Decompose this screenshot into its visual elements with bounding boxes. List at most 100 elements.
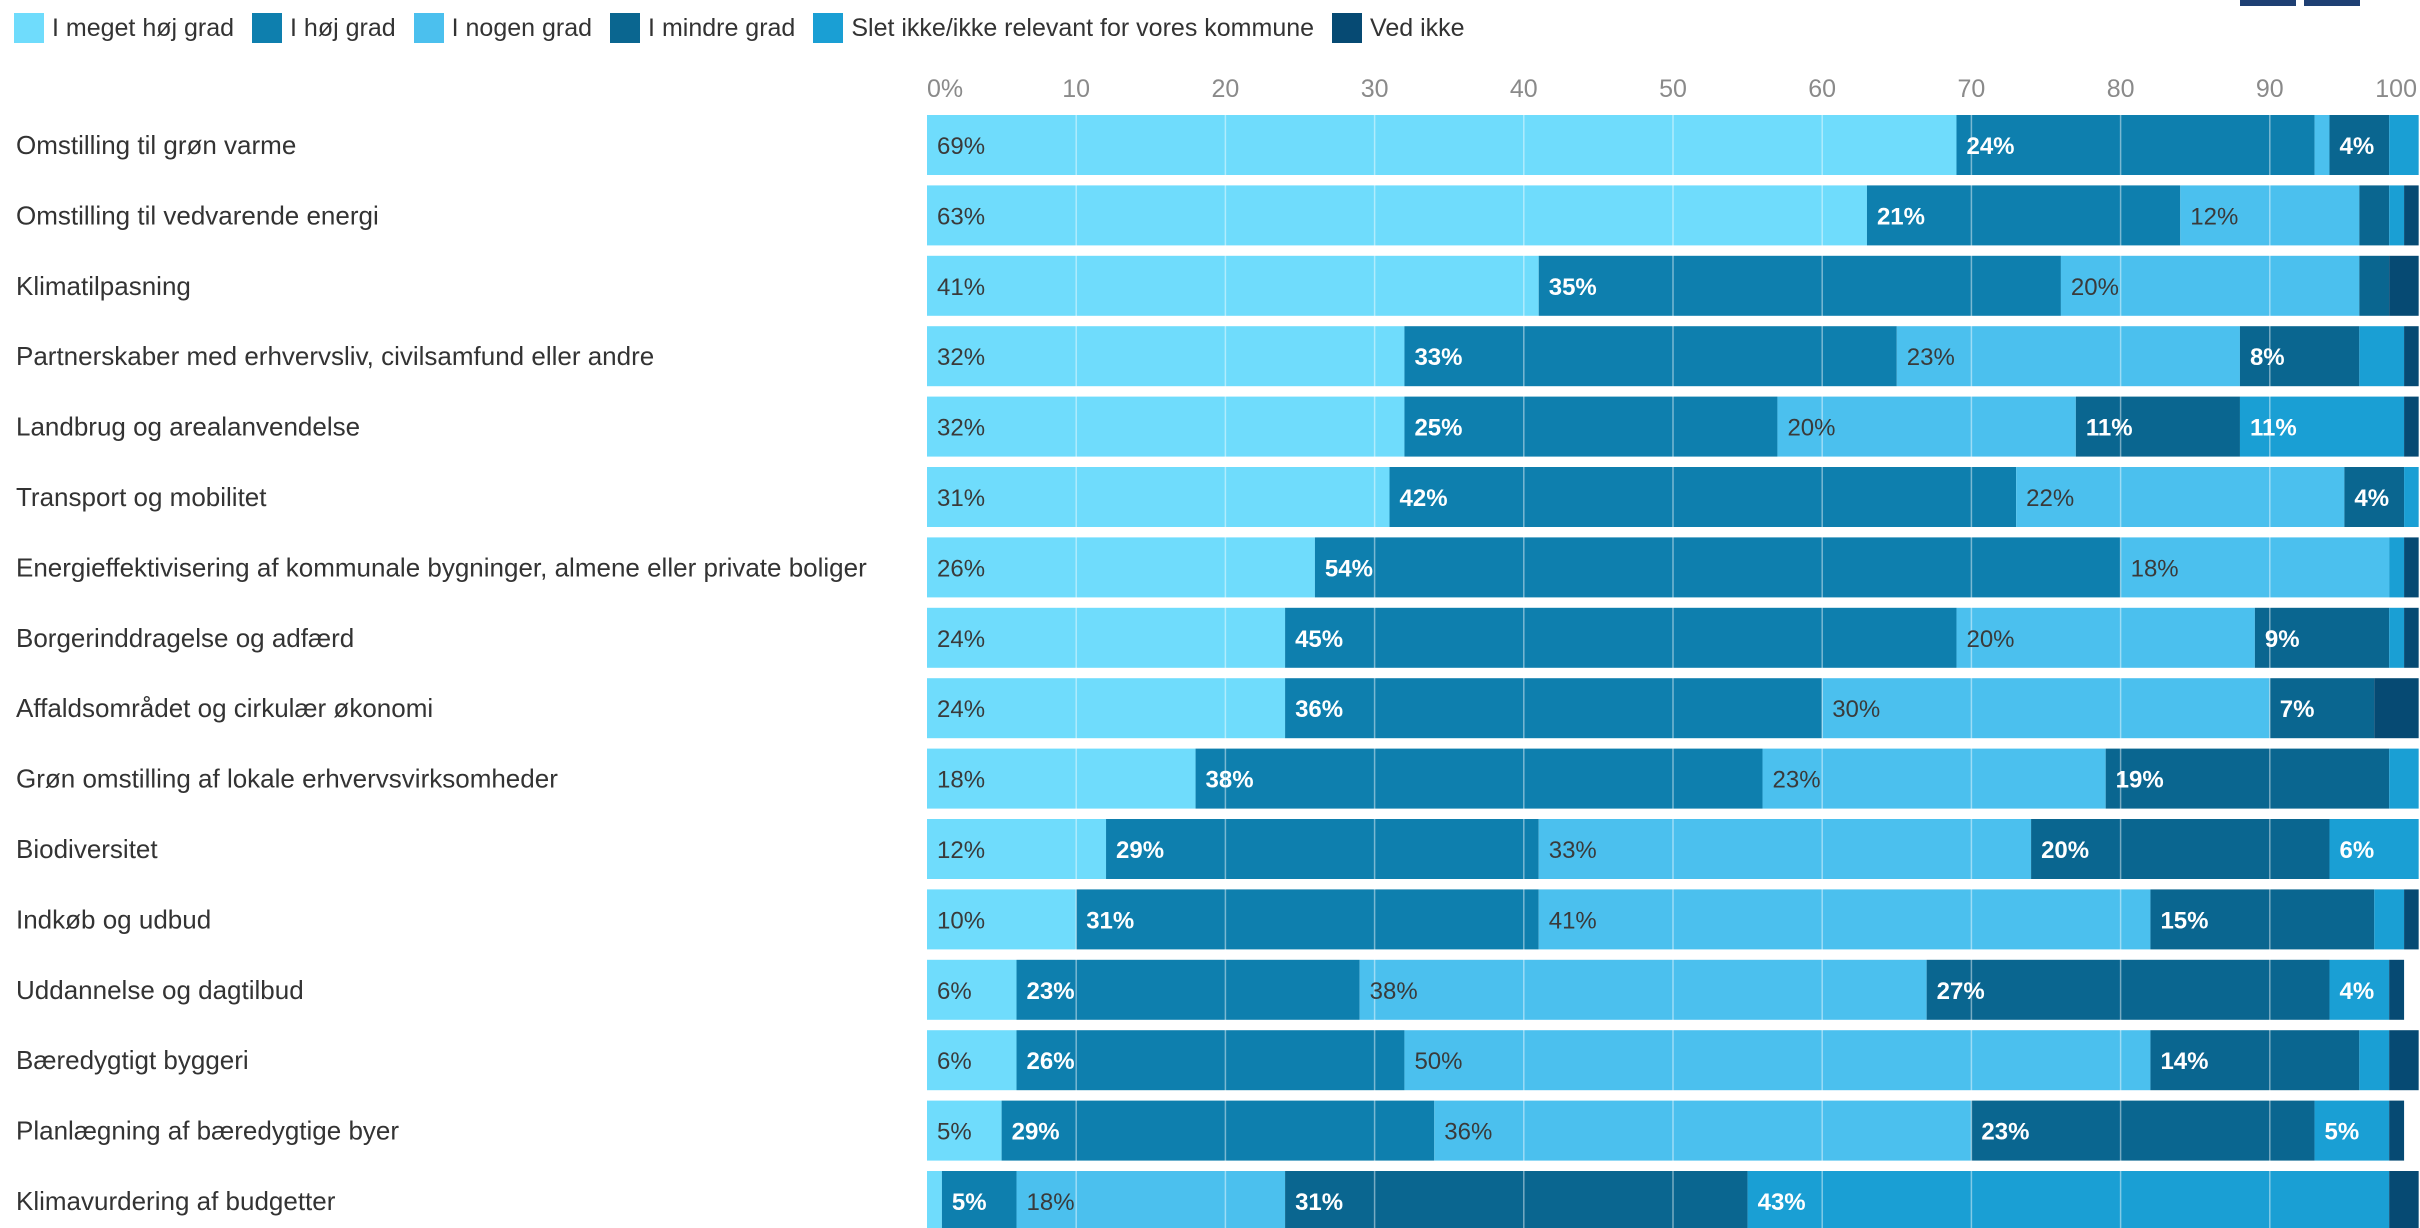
category-label: Affaldsområdet og cirkulær økonomi <box>16 693 433 723</box>
data-label: 7% <box>2280 696 2315 723</box>
bar-segment <box>927 607 1286 668</box>
bar-segment <box>927 889 1077 950</box>
bar-segment <box>927 1171 942 1228</box>
bar-segment <box>2374 889 2405 950</box>
data-label: 45% <box>1295 626 1343 653</box>
legend-item[interactable]: Ved ikke <box>1332 13 1465 43</box>
legend-swatch <box>813 13 844 43</box>
data-label: 8% <box>2250 344 2285 371</box>
data-label: 11% <box>2086 415 2133 442</box>
bar-segment <box>2150 889 2375 950</box>
data-label: 15% <box>2160 907 2208 934</box>
category-label: Klimavurdering af budgetter <box>16 1186 336 1216</box>
bar-segment <box>2389 115 2419 175</box>
bar-segment <box>2031 819 2330 879</box>
chart-legend: I meget høj grad I høj grad I nogen grad I … <box>14 8 1465 48</box>
data-label: 27% <box>1937 978 1985 1005</box>
data-label: 32% <box>937 415 985 442</box>
data-label: 41% <box>937 274 985 301</box>
x-tick-label: 70 <box>1957 75 1985 103</box>
legend-item[interactable]: I meget høj grad <box>14 13 234 43</box>
category-label: Bæredygtigt byggeri <box>16 1045 249 1075</box>
data-label: 38% <box>1370 978 1418 1005</box>
bar-segment <box>927 537 1315 598</box>
x-tick-label: 20 <box>1211 75 1239 103</box>
bar-segment <box>1285 1171 1748 1228</box>
bar-segment <box>927 748 1196 809</box>
legend-swatch <box>14 13 44 43</box>
bar-segment <box>927 326 1405 387</box>
bar-segment <box>2016 467 2345 527</box>
bar-segment <box>1896 326 2240 387</box>
legend-item[interactable]: Slet ikke/ikke relevant for vores kommun… <box>813 13 1314 43</box>
x-tick-label: 10 <box>1062 75 1090 103</box>
data-label: 6% <box>2339 837 2374 864</box>
bar-segment <box>2389 1030 2419 1091</box>
bar-segment <box>2344 467 2405 527</box>
category-label: Planlægning af bæredygtige byer <box>16 1116 399 1146</box>
x-tick-label: 50 <box>1659 75 1687 103</box>
data-label: 26% <box>937 555 985 582</box>
bar-segment <box>2389 185 2405 246</box>
data-label: 29% <box>1116 837 1164 864</box>
bar-segment <box>1538 255 2061 316</box>
bar-segment <box>2389 607 2405 668</box>
data-label: 5% <box>937 1119 972 1146</box>
bar-segment <box>927 1030 1017 1091</box>
data-label: 69% <box>937 133 985 160</box>
data-label: 21% <box>1877 203 1925 230</box>
bar-segment <box>1822 678 2270 739</box>
data-label: 11% <box>2250 415 2297 442</box>
bar-segment <box>2389 748 2419 809</box>
x-tick-label: 30 <box>1361 75 1389 103</box>
bar-segment <box>1866 185 2181 246</box>
bar-segment <box>1359 959 1927 1020</box>
bar-segment <box>927 185 1867 246</box>
legend-item[interactable]: I mindre grad <box>610 13 795 43</box>
legend-item[interactable]: I høj grad <box>252 13 396 43</box>
data-label: 23% <box>1027 978 1075 1005</box>
x-tick-label: 60 <box>1808 75 1836 103</box>
category-label: Borgerinddragelse og adfærd <box>16 623 354 653</box>
bar-segment <box>2359 326 2405 387</box>
legend-label: I nogen grad <box>451 13 593 42</box>
legend-item[interactable]: I nogen grad <box>413 13 593 43</box>
data-label: 33% <box>1414 344 1462 371</box>
bar-segment <box>2075 396 2240 457</box>
bar-segment <box>1777 396 2076 457</box>
legend-swatch <box>413 13 444 43</box>
bar-segment <box>2314 1100 2390 1161</box>
legend-swatch <box>252 13 283 43</box>
data-label: 6% <box>937 978 972 1005</box>
bar-segment <box>1314 537 2121 598</box>
data-label: 9% <box>2265 626 2300 653</box>
bar-segment <box>1404 326 1897 387</box>
category-label: Uddannelse og dagtilbud <box>16 975 304 1005</box>
bar-segment <box>927 396 1405 457</box>
data-label: 20% <box>1787 415 1835 442</box>
bar-segment <box>2389 959 2405 1020</box>
data-label: 30% <box>1832 696 1880 723</box>
data-label: 24% <box>937 696 985 723</box>
data-label: 63% <box>937 203 985 230</box>
bar-segment <box>2359 255 2390 316</box>
data-label: 42% <box>1400 485 1448 512</box>
category-label: Klimatilpasning <box>16 271 191 301</box>
legend-label: I meget høj grad <box>52 13 235 42</box>
bar-segment <box>1016 959 1360 1020</box>
data-label: 36% <box>1295 696 1343 723</box>
bar-segment <box>1538 889 2151 950</box>
data-label: 10% <box>937 907 985 934</box>
data-label: 14% <box>2160 1048 2208 1075</box>
bar-segment <box>1956 607 2255 668</box>
category-label: Omstilling til vedvarende energi <box>16 200 379 230</box>
bar-segment <box>1285 678 1823 739</box>
data-label: 18% <box>937 767 985 794</box>
bar-segment <box>2269 678 2375 739</box>
data-label: 5% <box>952 1189 987 1216</box>
legend-swatch <box>1332 13 1363 43</box>
data-label: 4% <box>2354 485 2389 512</box>
x-tick-label: 100 <box>2375 75 2417 103</box>
data-label: 41% <box>1549 907 1597 934</box>
data-label: 54% <box>1325 555 1373 582</box>
